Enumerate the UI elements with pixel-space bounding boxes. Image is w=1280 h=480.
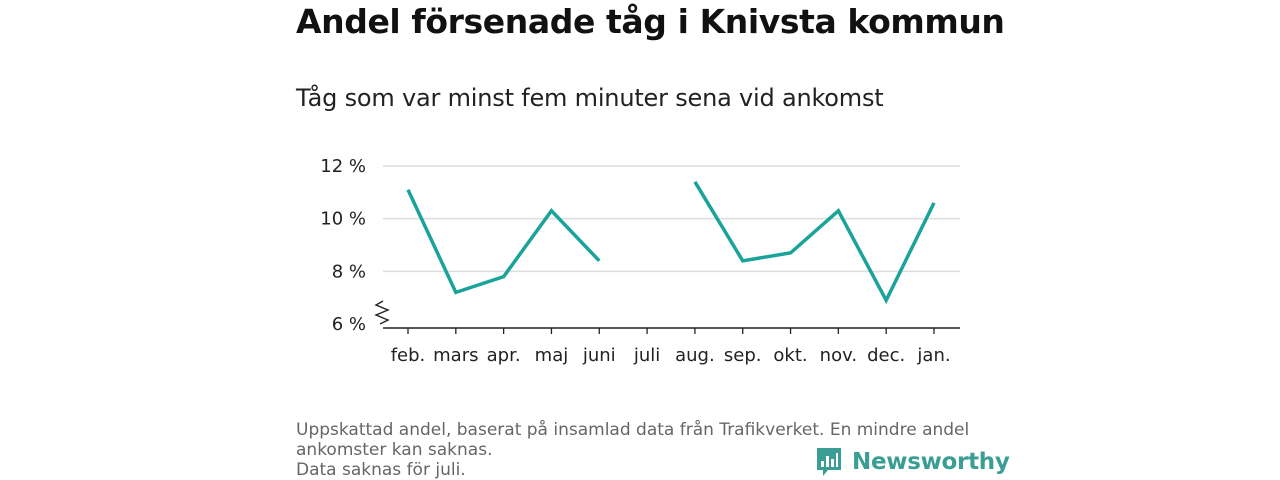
footnote: Uppskattad andel, baserat på insamlad da… — [296, 420, 996, 480]
footnote-line: Data saknas för juli. — [296, 460, 466, 480]
axis-break-icon — [374, 300, 390, 325]
x-axis: feb. mars apr. maj juni juli aug. sep. okt. nov. d… — [383, 327, 960, 366]
footnote-line: Uppskattad andel, baserat på insamlad da… — [296, 420, 970, 440]
x-tick-label: juli — [633, 345, 660, 366]
x-tick-label: mars — [433, 345, 478, 366]
x-tick-label: feb. — [391, 345, 426, 366]
chart-title: Andel försenade tåg i Knivsta kommun — [296, 2, 1005, 41]
y-tick-label: 12 % — [320, 156, 366, 177]
gridlines — [383, 165, 960, 273]
footnote-line: ankomster kan saknas. — [296, 440, 493, 460]
x-tick-label: okt. — [773, 345, 807, 366]
x-tick-label: dec. — [867, 345, 905, 366]
x-tick-label: aug. — [675, 345, 715, 366]
newsworthy-logo-icon — [817, 448, 841, 476]
chart-subtitle: Tåg som var minst fem minuter sena vid a… — [296, 84, 884, 112]
x-tick-label: juni — [582, 345, 616, 366]
series-line — [693, 180, 936, 305]
y-tick-label: 10 % — [320, 209, 366, 230]
newsworthy-logo[interactable]: Newsworthy — [815, 445, 1010, 479]
x-tick-label: apr. — [487, 345, 521, 366]
y-tick-label: 8 % — [332, 261, 366, 282]
y-axis-labels: 6 % 8 % 10 % 12 % — [320, 156, 366, 335]
y-tick-label: 6 % — [332, 314, 366, 335]
brand-name: Newsworthy — [852, 449, 1010, 475]
x-tick-label: nov. — [820, 345, 857, 366]
series-line — [406, 188, 601, 295]
x-tick-label: sep. — [724, 345, 762, 366]
x-tick-label: jan. — [916, 345, 950, 366]
line-chart: 6 % 8 % 10 % 12 % feb. mars apr. maj juni juli au… — [320, 156, 960, 366]
x-tick-label: maj — [535, 345, 569, 366]
series — [406, 180, 936, 305]
